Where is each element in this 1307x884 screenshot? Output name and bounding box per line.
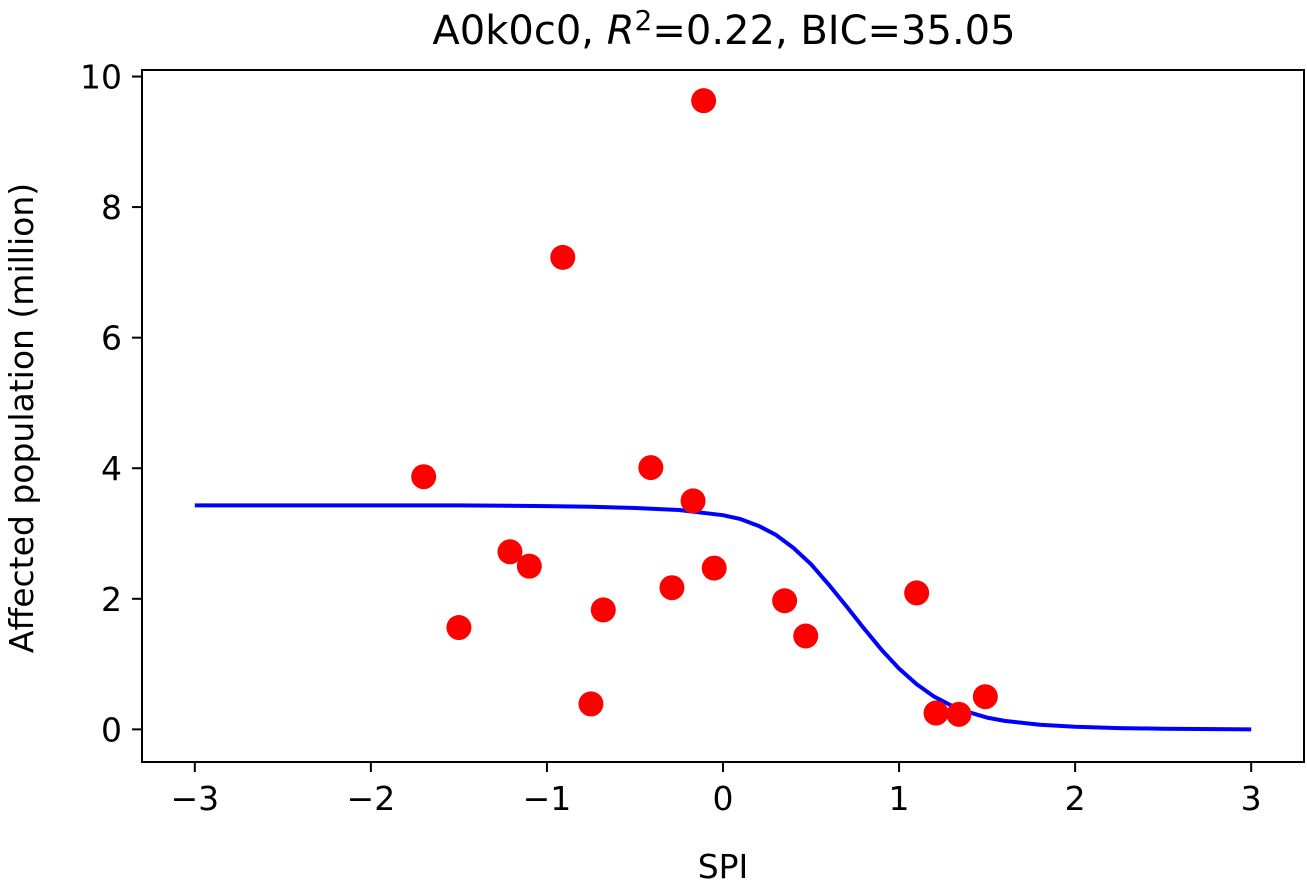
scatter-point: [497, 539, 523, 565]
scatter-point: [691, 88, 717, 114]
y-tick-label: 0: [101, 710, 122, 749]
axes-frame-layer: [141, 69, 1305, 763]
y-tick-label: 8: [101, 188, 122, 227]
axes-frame: [141, 69, 1305, 763]
chart-title-model: A0k0c0: [432, 8, 581, 54]
y-tick-label: 6: [101, 319, 122, 358]
fitted-curve-line: [194, 503, 1252, 732]
chart-title-r2-exponent: 2: [635, 4, 653, 37]
y-tick-label: 4: [101, 449, 122, 488]
scatter-point: [701, 555, 727, 581]
scatter-point: [793, 623, 819, 649]
chart-title-separator: ,: [581, 8, 606, 54]
y-tick-label: 2: [101, 580, 122, 619]
chart-title-r2-value: =0.22, BIC=35.05: [652, 8, 1015, 54]
scatter-point: [411, 464, 437, 490]
scatter-point: [638, 455, 664, 481]
x-tick-label: 3: [1241, 779, 1262, 818]
scatter-point: [550, 244, 576, 270]
x-tick-label: −1: [523, 779, 572, 818]
y-axis-ticks: 0 2 4 6 8 10: [80, 58, 142, 749]
scatter-point: [772, 588, 798, 614]
scatter-point: [446, 615, 472, 641]
scatter-point: [904, 580, 930, 606]
x-tick-label: 2: [1065, 779, 1086, 818]
scatter-point: [590, 597, 616, 623]
y-tick-label: 10: [80, 58, 122, 97]
x-tick-label: 0: [713, 779, 734, 818]
scatter-point: [923, 700, 949, 726]
scatter-point: [972, 684, 998, 710]
x-tick-label: −2: [347, 779, 396, 818]
x-tick-label: 1: [889, 779, 910, 818]
scatter-point: [680, 488, 706, 514]
scatter-points-layer: [411, 88, 998, 727]
plot-background: [142, 70, 1304, 762]
scatter-point: [946, 701, 972, 727]
x-axis-label: SPI: [698, 847, 749, 884]
chart-title-r2-symbol: R: [607, 8, 635, 54]
scatter-point: [578, 691, 604, 717]
x-axis-ticks: −3 −2 −1 0 1 2 3: [170, 762, 1262, 818]
x-tick-label: −3: [170, 779, 219, 818]
chart-title: A0k0c0, R2=0.22, BIC=35.05: [432, 4, 1015, 54]
scatter-point: [659, 575, 685, 601]
y-axis-label: Affected population (million): [2, 183, 41, 653]
plot-area: [142, 70, 1304, 762]
scatter-point: [516, 553, 542, 579]
fitted-curve-layer: [194, 503, 1252, 732]
